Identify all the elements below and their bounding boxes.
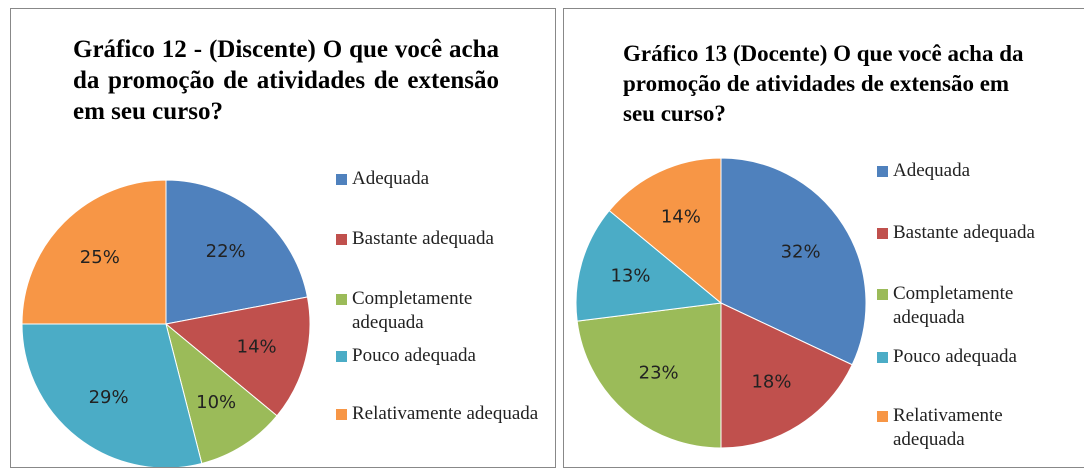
pie-slice (165, 179, 309, 325)
data-label: 22% (206, 241, 246, 262)
legend-item: Bastante adequada (877, 221, 1073, 245)
legend-item: Relativamente adequada (877, 404, 1073, 452)
pie-slice (720, 302, 853, 449)
data-label: 32% (781, 241, 821, 262)
legend-label: Adequada (893, 160, 971, 181)
data-label: 23% (639, 363, 679, 384)
legend-item: Bastante adequada (336, 227, 547, 251)
legend-item: Relativamente adequada (336, 402, 547, 426)
legend-item: Completamente adequada (336, 287, 547, 335)
legend-label: Pouco adequada (352, 345, 476, 366)
legend-swatch (877, 411, 888, 422)
pie-slice (164, 296, 311, 417)
legend-label: Bastante adequada (352, 228, 494, 249)
legend-label: Completamente adequada (893, 283, 1014, 328)
legend-swatch (877, 289, 888, 300)
chart-title: Gráfico 12 - (Discente) O que você acha … (73, 36, 499, 125)
legend-item: Pouco adequada (877, 345, 1073, 369)
legend-item: Adequada (877, 159, 1073, 183)
legend-label: Bastante adequada (893, 222, 1035, 243)
data-label: 10% (196, 392, 236, 413)
data-label: 13% (610, 266, 650, 287)
pie-slice (575, 209, 723, 322)
pie-slice (608, 157, 722, 305)
legend-label: Relativamente adequada (352, 403, 539, 424)
chart-panel: Gráfico 12 - (Discente) O que você acha … (10, 8, 556, 468)
legend-swatch (877, 166, 888, 177)
legend-item: Pouco adequada (336, 344, 547, 368)
data-label: 25% (80, 247, 120, 268)
legend-label: Adequada (352, 168, 430, 189)
pie-slice (720, 157, 867, 366)
pie: 22% 14% 10% 29% 25% (21, 179, 311, 467)
legend-swatch (336, 409, 347, 420)
legend-swatch (877, 228, 888, 239)
legend-swatch (336, 174, 347, 185)
legend-swatch (336, 351, 347, 362)
pie: 32% 18% 23% 13% 14% (575, 157, 867, 449)
data-label: 18% (751, 372, 791, 393)
pie-slice (576, 302, 722, 449)
legend-swatch (336, 294, 347, 305)
data-label: 14% (237, 336, 277, 357)
data-label: 14% (661, 207, 701, 228)
legend-swatch (336, 234, 347, 245)
data-label: 29% (89, 387, 129, 408)
legend-item: Adequada (336, 167, 547, 191)
pie-slice (21, 179, 167, 325)
chart-panel: Gráfico 13 (Docente) O que você acha da … (563, 8, 1084, 468)
chart-title: Gráfico 13 (Docente) O que você acha da … (623, 41, 1024, 126)
legend-label: Pouco adequada (893, 346, 1017, 367)
pie-slice (21, 323, 203, 467)
legend-label: Relativamente adequada (893, 405, 1003, 450)
legend-swatch (877, 352, 888, 363)
legend-label: Completamente adequada (352, 288, 473, 333)
legend-item: Completamente adequada (877, 282, 1073, 330)
